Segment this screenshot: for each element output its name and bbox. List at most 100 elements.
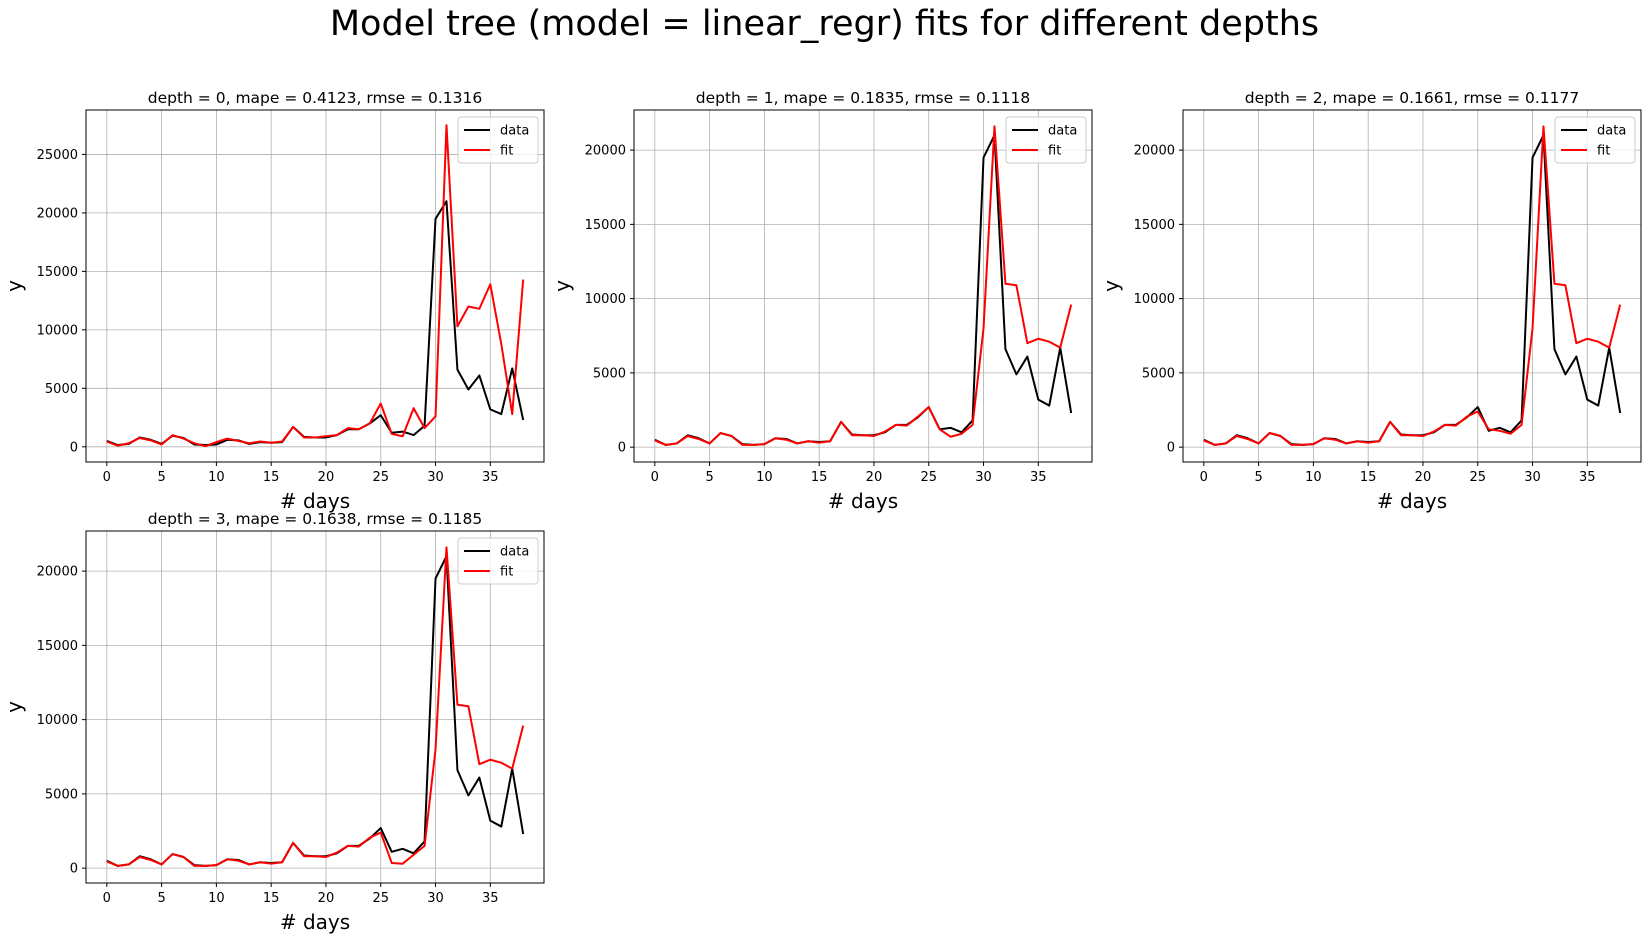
x-tick-label: 25 — [372, 470, 389, 485]
x-tick-label: 20 — [1415, 470, 1432, 485]
chart-panel-3: 0 5 10 15 20 25 30 35 0 5000 10000 15000 20000 depth … — [2, 510, 545, 934]
x-tick-label: 35 — [1579, 470, 1596, 485]
x-tick-label: 30 — [1524, 470, 1541, 485]
x-tick-label: 5 — [705, 470, 713, 485]
x-tick-label: 10 — [208, 470, 225, 485]
x-tick-label: 5 — [157, 891, 165, 906]
x-tick-label: 15 — [263, 891, 280, 906]
legend: data fit — [1005, 116, 1087, 164]
x-tick-label: 35 — [1030, 470, 1047, 485]
legend-label-fit: fit — [500, 565, 513, 580]
y-tick-label: 5000 — [45, 787, 78, 802]
legend-label-fit: fit — [500, 144, 513, 159]
y-axis-label: y — [550, 280, 574, 292]
y-tick-label: 5000 — [593, 366, 626, 381]
legend-label-data: data — [500, 545, 529, 560]
series-line-fit — [106, 546, 525, 867]
series-line-fit — [654, 125, 1073, 446]
legend-label-fit: fit — [1048, 144, 1061, 159]
x-tick-label: 25 — [1469, 470, 1486, 485]
y-tick-label: 0 — [618, 441, 626, 456]
x-tick-label: 10 — [208, 891, 225, 906]
plot-area: 0 5 10 15 20 25 30 35 0 5000 10000 15000 20000 25000 d… — [2, 89, 545, 513]
legend-label-data: data — [1048, 124, 1077, 139]
y-tick-label: 0 — [70, 440, 78, 455]
x-tick-label: 10 — [1305, 470, 1322, 485]
x-tick-label: 20 — [318, 891, 335, 906]
series-line-fit — [1203, 125, 1622, 446]
x-tick-label: 30 — [427, 891, 444, 906]
y-tick-label: 10000 — [37, 323, 78, 338]
y-axis-label: y — [2, 280, 26, 292]
chart-panel-2: 0 5 10 15 20 25 30 35 0 5000 10000 15000 20000 depth … — [1099, 89, 1642, 513]
y-tick-label: 15000 — [585, 218, 626, 233]
y-tick-label: 20000 — [37, 206, 78, 221]
series-line-data — [654, 134, 1073, 446]
x-axis-label: # days — [1377, 489, 1447, 513]
legend-label-data: data — [500, 124, 529, 139]
legend: data fit — [457, 537, 539, 585]
x-axis-label: # days — [280, 489, 350, 513]
y-tick-label: 10000 — [1134, 292, 1175, 307]
y-tick-label: 15000 — [1134, 218, 1175, 233]
y-tick-label: 15000 — [37, 639, 78, 654]
legend-label-fit: fit — [1597, 144, 1610, 159]
figure-title: Model tree (model = linear_regr) fits fo… — [329, 4, 1320, 44]
y-axis-label: y — [2, 701, 26, 713]
x-tick-label: 15 — [263, 470, 280, 485]
legend: data fit — [457, 116, 539, 164]
axes-frame — [1182, 109, 1642, 463]
axes-frame — [633, 109, 1093, 463]
x-tick-label: 25 — [372, 891, 389, 906]
y-axis-label: y — [1099, 280, 1123, 292]
series-line-data — [1203, 134, 1622, 446]
legend: data fit — [1554, 116, 1636, 164]
chart-panel-0: 0 5 10 15 20 25 30 35 0 5000 10000 15000 20000 25000 d… — [2, 89, 545, 513]
series-line-data — [106, 200, 525, 447]
plot-area: 0 5 10 15 20 25 30 35 0 5000 10000 15000 20000 depth … — [550, 89, 1093, 513]
x-tick-label: 0 — [651, 470, 659, 485]
x-tick-label: 35 — [482, 891, 499, 906]
y-tick-label: 10000 — [585, 292, 626, 307]
series-line-data — [106, 555, 525, 867]
x-tick-label: 0 — [103, 470, 111, 485]
x-tick-label: 5 — [1254, 470, 1262, 485]
x-axis-label: # days — [828, 489, 898, 513]
chart-title: depth = 3, mape = 0.1638, rmse = 0.1185 — [148, 510, 482, 528]
y-tick-label: 0 — [70, 862, 78, 877]
x-tick-label: 30 — [975, 470, 992, 485]
legend-label-data: data — [1597, 124, 1626, 139]
y-tick-label: 5000 — [45, 382, 78, 397]
plot-area: 0 5 10 15 20 25 30 35 0 5000 10000 15000 20000 depth … — [1099, 89, 1642, 513]
y-tick-label: 0 — [1167, 441, 1175, 456]
legend-box — [1554, 116, 1636, 164]
chart-title: depth = 1, mape = 0.1835, rmse = 0.1118 — [696, 89, 1030, 107]
x-tick-label: 20 — [866, 470, 883, 485]
x-tick-label: 30 — [427, 470, 444, 485]
x-tick-label: 15 — [1360, 470, 1377, 485]
x-tick-label: 10 — [756, 470, 773, 485]
legend-box — [457, 537, 539, 585]
x-tick-label: 5 — [157, 470, 165, 485]
chart-panel-1: 0 5 10 15 20 25 30 35 0 5000 10000 15000 20000 depth … — [550, 89, 1093, 513]
axes-frame — [85, 109, 545, 463]
y-tick-label: 25000 — [37, 148, 78, 163]
x-tick-label: 0 — [1200, 470, 1208, 485]
chart-title: depth = 0, mape = 0.4123, rmse = 0.1316 — [148, 89, 482, 107]
x-tick-label: 25 — [920, 470, 937, 485]
y-tick-label: 15000 — [37, 265, 78, 280]
plot-area: 0 5 10 15 20 25 30 35 0 5000 10000 15000 20000 depth … — [2, 510, 545, 934]
x-tick-label: 0 — [103, 891, 111, 906]
chart-title: depth = 2, mape = 0.1661, rmse = 0.1177 — [1245, 89, 1579, 107]
y-tick-label: 20000 — [37, 565, 78, 580]
legend-box — [457, 116, 539, 164]
x-tick-label: 20 — [318, 470, 335, 485]
x-tick-label: 15 — [811, 470, 828, 485]
legend-box — [1005, 116, 1087, 164]
axes-frame — [85, 530, 545, 884]
series-line-fit — [106, 124, 525, 448]
y-tick-label: 5000 — [1142, 366, 1175, 381]
x-axis-label: # days — [280, 910, 350, 934]
y-tick-label: 20000 — [1134, 144, 1175, 159]
